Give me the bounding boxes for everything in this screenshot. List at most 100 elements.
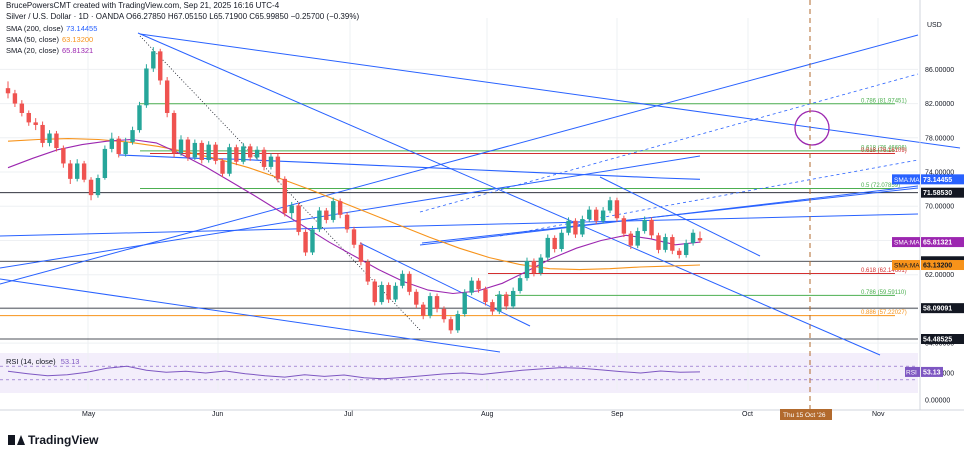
candle-body bbox=[109, 138, 114, 149]
candle bbox=[531, 258, 537, 277]
indicator-sma200[interactable]: SMA (200, close) 73.14455 bbox=[6, 24, 97, 33]
price-tag-label: SMA:MA bbox=[894, 177, 920, 184]
fib-label: 0.886 (57.22027) bbox=[861, 310, 907, 316]
candle-body bbox=[407, 273, 412, 292]
candle-body bbox=[268, 156, 274, 167]
price-tag-value: 58.09091 bbox=[923, 306, 952, 313]
candle-body bbox=[441, 308, 447, 320]
candle-body bbox=[427, 296, 433, 316]
horizontal-levels bbox=[0, 192, 918, 340]
candle bbox=[81, 160, 87, 183]
candle bbox=[656, 232, 661, 254]
candle-body bbox=[344, 214, 350, 230]
candle bbox=[621, 215, 627, 238]
time-marker-tag: Thu 15 Oct '26 bbox=[783, 412, 826, 419]
indicator-sma20-label: SMA (20, close) bbox=[6, 46, 59, 55]
time-marker-tag-bg bbox=[780, 409, 832, 420]
time-axis-label: May bbox=[82, 411, 96, 418]
candle bbox=[33, 118, 38, 131]
rsi-tick-label: 0.00000 bbox=[925, 398, 950, 405]
fib-label: 0.618 (76.46606) bbox=[861, 145, 907, 151]
candle-body bbox=[26, 112, 31, 123]
trendline bbox=[139, 33, 961, 149]
price-tick-label: 82.00000 bbox=[925, 101, 954, 108]
candle-body bbox=[386, 284, 391, 300]
candle-body bbox=[573, 220, 578, 235]
candle bbox=[427, 292, 433, 319]
candle-body bbox=[594, 209, 599, 221]
candle bbox=[151, 47, 156, 72]
price-tag-bg bbox=[921, 334, 964, 345]
candle-body bbox=[296, 205, 301, 232]
candle bbox=[254, 146, 260, 161]
candle-body bbox=[566, 220, 571, 233]
rsi-label-value: 53.13 bbox=[60, 357, 80, 366]
candle-body bbox=[213, 144, 218, 161]
candle-body bbox=[455, 314, 460, 331]
candle-body bbox=[54, 133, 59, 149]
candle bbox=[164, 77, 170, 118]
candle-body bbox=[510, 290, 516, 307]
candle bbox=[171, 110, 177, 158]
price-tag-value: 73.14455 bbox=[923, 177, 952, 184]
candle-body bbox=[12, 93, 18, 104]
candle bbox=[26, 110, 31, 126]
candle bbox=[268, 153, 274, 170]
candle bbox=[123, 137, 128, 157]
candle bbox=[455, 310, 460, 333]
rsi-label[interactable]: RSI (14, close) 53.13 bbox=[6, 357, 79, 366]
price-tag-bg bbox=[921, 174, 964, 185]
candle-body bbox=[545, 237, 550, 258]
candle bbox=[414, 289, 419, 309]
candle bbox=[497, 290, 502, 315]
candle-body bbox=[587, 209, 592, 220]
indicator-sma50-label: SMA (50, close) bbox=[6, 35, 59, 44]
candle-body bbox=[552, 237, 557, 250]
indicator-sma20[interactable]: SMA (20, close) 65.81321 bbox=[6, 46, 93, 55]
candle bbox=[275, 154, 281, 183]
time-axis-label: Aug bbox=[481, 411, 494, 418]
candle-body bbox=[372, 281, 377, 303]
candle-body bbox=[517, 278, 523, 291]
candle-body bbox=[663, 237, 668, 250]
candle bbox=[690, 229, 696, 246]
indicator-sma50[interactable]: SMA (50, close) 63.13200 bbox=[6, 35, 93, 44]
author-line: BrucePowersCMT created with TradingView.… bbox=[6, 1, 280, 10]
candle bbox=[517, 274, 523, 294]
candle bbox=[504, 291, 509, 310]
candle-body bbox=[607, 200, 613, 211]
candle-body bbox=[677, 250, 682, 256]
price-tick-label: 86.00000 bbox=[925, 67, 954, 74]
candle bbox=[199, 140, 204, 164]
candle bbox=[587, 206, 592, 222]
candle-body bbox=[248, 146, 253, 158]
candle bbox=[95, 174, 101, 198]
candle bbox=[158, 48, 163, 85]
price-tag-bg bbox=[921, 237, 964, 248]
price-tag-value: 54.48525 bbox=[923, 337, 952, 344]
candle bbox=[379, 281, 384, 305]
candle bbox=[649, 217, 654, 239]
candle-body bbox=[642, 219, 647, 232]
candle-body bbox=[365, 261, 371, 282]
candle bbox=[351, 226, 357, 249]
candle bbox=[573, 218, 578, 238]
candle bbox=[448, 316, 454, 334]
candle-body bbox=[497, 294, 502, 312]
time-axis: May Jun Jul Aug Sep Oct Nov Thu 15 Oct '26 bbox=[0, 409, 964, 420]
price-tag-value: 63.13200 bbox=[923, 263, 952, 270]
candle bbox=[483, 286, 488, 306]
candle-body bbox=[317, 210, 322, 230]
tradingview-logo[interactable]: TradingView bbox=[8, 433, 98, 447]
candle bbox=[434, 293, 440, 313]
candle-body bbox=[649, 219, 654, 236]
candle-body bbox=[192, 142, 198, 158]
rsi-tag-label: RSI bbox=[906, 369, 917, 376]
candle-body bbox=[469, 280, 474, 293]
candle-body bbox=[670, 237, 675, 251]
candle-body bbox=[227, 147, 232, 174]
candle-body bbox=[628, 233, 633, 246]
price-tag-label: SMA:MA bbox=[894, 240, 920, 247]
